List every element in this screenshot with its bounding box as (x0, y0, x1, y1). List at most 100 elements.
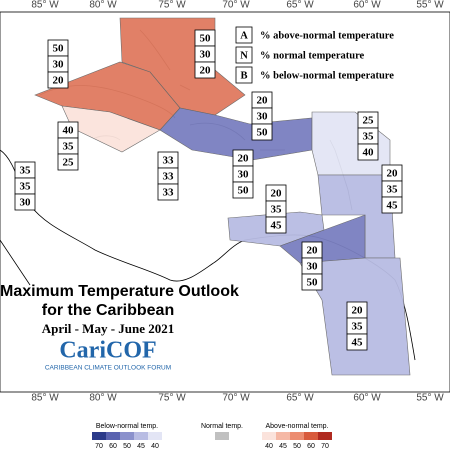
legend-box: A % above-normal temperature N % normal tem… (235, 26, 394, 84)
probability-value: 35 (387, 184, 399, 196)
lon-label-top: 75° W (158, 0, 186, 11)
probability-value: 25 (363, 115, 375, 127)
probability-value: 45 (387, 200, 399, 212)
lon-label-top: 80° W (89, 0, 117, 11)
legend-key: B (240, 70, 247, 81)
colorbar-swatch (92, 432, 106, 440)
colorbar-swatch (148, 432, 162, 440)
probability-value: 50 (257, 127, 269, 139)
legend-key-box (235, 26, 253, 44)
probability-value: 33 (163, 155, 175, 167)
period: April - May - June 2021 (42, 321, 175, 336)
probability-box (194, 61, 216, 79)
probability-value: 50 (238, 185, 250, 197)
probability-value: 35 (271, 204, 283, 216)
probability-value: 40 (363, 147, 375, 159)
probability-value: 35 (20, 181, 32, 193)
probability-value: 45 (352, 337, 364, 349)
lon-label-top: 70° W (222, 0, 250, 11)
lon-label-bottom: 75° W (158, 393, 186, 404)
probability-value: 20 (352, 305, 364, 317)
probability-value: 35 (352, 321, 364, 333)
probability-box (157, 183, 179, 201)
colorbar-tick: 70 (95, 443, 103, 450)
legend-key-box (235, 66, 253, 84)
probability-box (265, 216, 287, 234)
colorbar-swatch (134, 432, 148, 440)
probability-value: 35 (20, 165, 32, 177)
lon-label-top: 85° W (31, 0, 59, 11)
probability-value: 20 (271, 188, 283, 200)
probability-value: 30 (200, 49, 212, 61)
probability-value: 25 (63, 157, 75, 169)
probability-box (357, 143, 379, 161)
colorbar-swatch (304, 432, 318, 440)
colorbar-swatch (262, 432, 276, 440)
probability-value: 33 (163, 171, 175, 183)
title: Maximum Temperature Outlook (0, 283, 239, 300)
probability-value: 50 (307, 277, 319, 289)
probability-box (232, 181, 254, 199)
legend-text: % above-normal temperature (260, 30, 394, 41)
probability-value: 20 (238, 153, 250, 165)
colorbar-swatch (215, 432, 229, 440)
probability-value: 20 (387, 168, 399, 180)
colorbar-label: Normal temp. (201, 423, 243, 430)
probability-box (14, 193, 36, 211)
forecast-region (279, 214, 366, 264)
colorbar-swatch (290, 432, 304, 440)
legend-key-box (235, 46, 253, 64)
probability-box (47, 71, 69, 89)
probability-box (301, 273, 323, 291)
probability-value: 30 (53, 59, 65, 71)
colorbar-tick: 45 (137, 443, 145, 450)
probability-box (381, 196, 403, 214)
colorbar-tick: 40 (265, 443, 273, 450)
lon-label-bottom: 85° W (31, 393, 59, 404)
colorbar-tick: 50 (293, 443, 301, 450)
colorbar-swatch (276, 432, 290, 440)
probability-box (251, 123, 273, 141)
colorbar-swatch (120, 432, 134, 440)
probability-value: 30 (20, 197, 32, 209)
colorbar-swatch (318, 432, 332, 440)
subtitle: for the Caribbean (42, 302, 174, 319)
legend-key: N (240, 50, 248, 61)
probability-value: 35 (363, 131, 375, 143)
probability-value: 20 (53, 75, 65, 87)
colorbar-label: Above-normal temp. (265, 423, 328, 430)
lon-label-bottom: 55° W (416, 393, 444, 404)
probability-value: 33 (163, 187, 175, 199)
probability-value: 20 (257, 95, 269, 107)
probability-value: 35 (63, 141, 75, 153)
legend-key: A (240, 30, 248, 41)
colorbar-tick: 60 (109, 443, 117, 450)
probability-value: 30 (307, 261, 319, 273)
colorbar-tick: 40 (151, 443, 159, 450)
colorbar-tick: 60 (307, 443, 315, 450)
probability-value: 50 (200, 33, 212, 45)
legend-text: % below-normal temperature (260, 70, 394, 81)
colorbar-tick: 50 (123, 443, 131, 450)
lon-label-bottom: 60° W (353, 393, 381, 404)
lon-label-bottom: 70° W (222, 393, 250, 404)
probability-value: 30 (238, 169, 250, 181)
colorbar-label: Below-normal temp. (96, 423, 158, 430)
lon-label-top: 60° W (353, 0, 381, 11)
lon-label-top: 65° W (286, 0, 314, 11)
colorbar-tick: 45 (279, 443, 287, 450)
lon-label-bottom: 80° W (89, 393, 117, 404)
colorbar-tick: 70 (321, 443, 329, 450)
probability-value: 30 (257, 111, 269, 123)
probability-value: 50 (53, 43, 65, 55)
probability-box (346, 333, 368, 351)
probability-value: 45 (271, 220, 283, 232)
lon-label-top: 55° W (416, 0, 444, 11)
lon-label-bottom: 65° W (286, 393, 314, 404)
probability-value: 40 (63, 125, 75, 137)
probability-box (57, 153, 79, 171)
probability-value: 20 (200, 65, 212, 77)
legend-text: % normal temperature (260, 50, 365, 61)
colorbar-swatch (106, 432, 120, 440)
